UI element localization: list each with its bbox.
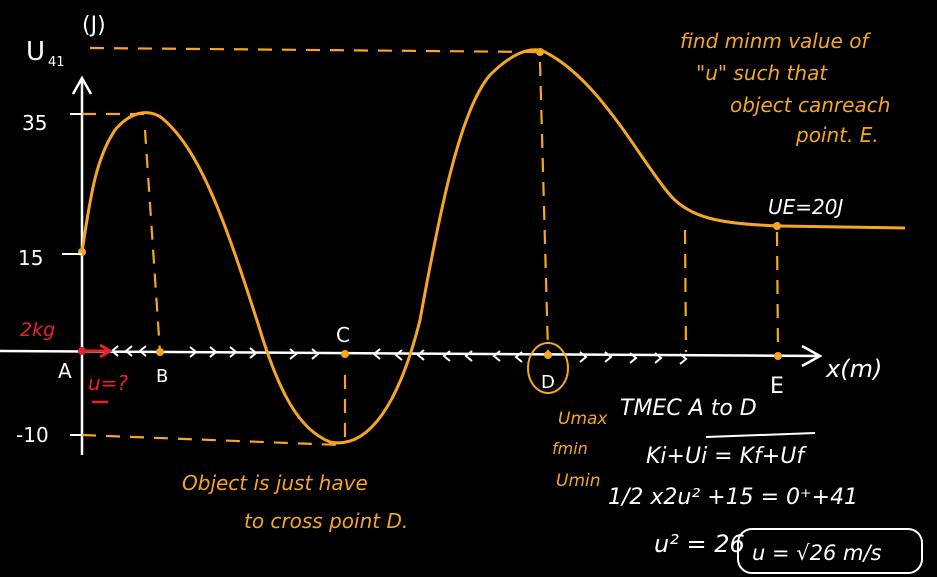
solution-title: TMEC A to D [620, 396, 757, 421]
note-line-1: Object is just have [182, 471, 368, 495]
guide-lines [81, 46, 780, 447]
equation-overline [705, 432, 816, 438]
x-axis-arrowhead [801, 344, 823, 368]
question-line-1: find minm value of [680, 29, 871, 53]
question-line-4: point. E. [795, 123, 879, 147]
point-b [156, 348, 164, 356]
tick-neg10: -10 [16, 423, 49, 447]
label-c: C [336, 323, 350, 347]
solution-eq-2: 1/2 x2u² +15 = 0⁺+41 [608, 485, 858, 510]
solution-answer: u = √26 m/s [752, 541, 882, 565]
solution-eq-1: Ki+Ui = Kf+Uf [646, 444, 807, 469]
answer-box [737, 528, 923, 574]
velocity-arrowhead [99, 343, 113, 359]
ue-label: UE=20J [768, 195, 843, 219]
label-e: E [770, 374, 784, 399]
y-axis-subscript: 41 [48, 55, 65, 70]
question-line-2: "u" such that [696, 61, 828, 85]
d-note-fmin: fmin [552, 439, 588, 458]
label-a: A [58, 359, 72, 383]
solution-eq-3: u² = 26 [654, 530, 745, 558]
mass-label: 2kg [20, 319, 55, 341]
x-axis-label: x(m) [825, 355, 882, 383]
point-d [544, 351, 552, 359]
tick-35: 35 [22, 111, 47, 135]
point-peak-d [536, 48, 544, 56]
d-note-umin: Umin [556, 471, 601, 491]
y-axis-arrowhead [71, 75, 93, 95]
point-e-curve [773, 222, 781, 230]
y-axis-label: U [26, 37, 45, 67]
note-line-2: to cross point D. [244, 509, 408, 533]
potential-energy-curve [80, 48, 906, 445]
point-a [78, 347, 86, 355]
label-b: B [156, 366, 168, 387]
point-c [341, 350, 349, 358]
point-d-circle [527, 342, 569, 394]
label-d: D [541, 372, 555, 393]
point-e [774, 352, 782, 360]
question-line-3: object canreach [730, 93, 890, 117]
velocity-label: u=? [88, 371, 128, 395]
y-axis-unit: (J) [82, 13, 106, 38]
d-note-umax: Umax [558, 409, 608, 429]
tick-15: 15 [18, 246, 43, 270]
